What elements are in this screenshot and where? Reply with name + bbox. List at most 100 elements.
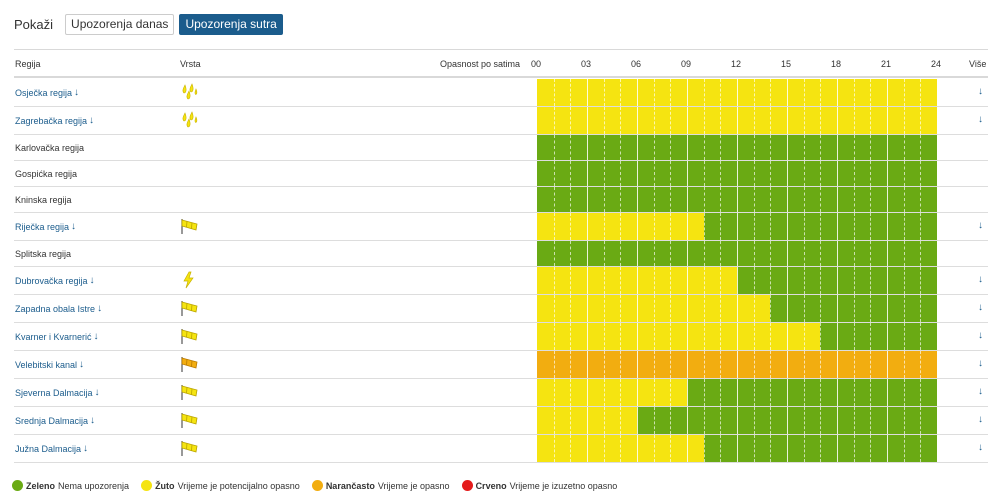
table-row: Kvarner i Kvarnerić ↓ ↓	[14, 323, 988, 351]
more-arrow-button[interactable]: ↓	[978, 274, 983, 285]
hazard-timeline	[537, 323, 937, 350]
region-name: Karlovačka regija	[15, 135, 84, 160]
hazard-segment-green	[537, 135, 937, 160]
hazard-timeline	[537, 407, 937, 434]
table-row: Riječka regija ↓ ↓	[14, 213, 988, 241]
region-label: Gospićka regija	[15, 168, 78, 179]
header-more: Više	[969, 59, 987, 69]
more-arrow-button[interactable]: ↓	[978, 330, 983, 341]
region-label: Zagrebačka regija	[15, 115, 88, 126]
arrow-down-icon: ↓	[74, 87, 80, 98]
region-label: Kvarner i Kvarnerić	[15, 331, 92, 342]
more-arrow-button[interactable]: ↓	[978, 86, 983, 97]
more-arrow-button[interactable]: ↓	[978, 114, 983, 125]
arrow-down-icon: ↓	[97, 303, 103, 314]
region-link[interactable]: Riječka regija ↓	[15, 213, 76, 240]
wind-icon	[180, 299, 200, 317]
region-link[interactable]: Osječka regija ↓	[15, 79, 79, 106]
region-link[interactable]: Zagrebačka regija ↓	[15, 107, 94, 134]
region-link[interactable]: Dubrovačka regija ↓	[15, 267, 95, 294]
legend-item-green: Zeleno Nema upozorenja	[12, 480, 129, 491]
legend-desc: Vrijeme je potencijalno opasno	[177, 480, 300, 491]
hour-tick: 21	[881, 59, 892, 69]
hazard-timeline	[537, 135, 937, 160]
hour-tick: 18	[831, 59, 842, 69]
hour-tick: 12	[731, 59, 742, 69]
hazard-segment-yellow	[537, 379, 687, 406]
legend: Zeleno Nema upozorenja Žuto Vrijeme je pote…	[12, 480, 629, 491]
region-label: Sjeverna Dalmacija	[15, 387, 93, 398]
region-link[interactable]: Južna Dalmacija ↓	[15, 435, 88, 462]
region-label: Karlovačka regija	[15, 142, 85, 153]
arrow-down-icon: ↓	[93, 331, 99, 342]
hazard-timeline	[537, 379, 937, 406]
hazard-timeline	[537, 107, 937, 134]
legend-level: Žuto	[155, 480, 175, 491]
more-arrow-button[interactable]: ↓	[978, 414, 983, 425]
legend-item-orange: Narančasto Vrijeme je opasno	[311, 480, 450, 491]
table-row: Zapadna obala Istre ↓ ↓	[14, 295, 988, 323]
hazard-segment-yellow	[537, 323, 821, 350]
table-row: Karlovačka regija	[14, 135, 988, 161]
hazard-segment-green	[703, 435, 937, 462]
hazard-segment-green	[537, 241, 937, 266]
show-label: Pokaži	[14, 16, 54, 32]
hour-tick: 00	[531, 59, 542, 69]
region-link[interactable]: Zapadna obala Istre ↓	[15, 295, 102, 322]
more-arrow-button[interactable]: ↓	[978, 302, 983, 313]
hazard-timeline	[537, 267, 937, 294]
more-arrow-button[interactable]: ↓	[978, 386, 983, 397]
region-link[interactable]: Srednja Dalmacija ↓	[15, 407, 95, 434]
tab-warnings-tomorrow[interactable]: Upozorenja sutra	[179, 13, 283, 35]
region-label: Zapadna obala Istre	[15, 303, 96, 314]
region-label: Srednja Dalmacija	[15, 415, 89, 426]
hazard-timeline	[537, 241, 937, 266]
table-row: Zagrebačka regija ↓ ↓	[14, 107, 988, 135]
region-link[interactable]: Kvarner i Kvarnerić ↓	[15, 323, 99, 350]
hour-tick: 03	[581, 59, 592, 69]
legend-dot-orange	[311, 480, 323, 491]
legend-level: Zeleno	[26, 480, 56, 491]
table-row: Kninska regija	[14, 187, 988, 213]
hazard-timeline	[537, 79, 937, 106]
hazard-timeline	[537, 435, 937, 462]
legend-dot-red	[461, 480, 473, 491]
wind-icon	[180, 327, 200, 345]
table-row: Velebitski kanal ↓ ↓	[14, 351, 988, 379]
hazard-segment-orange	[537, 351, 937, 378]
header-region: Regija	[15, 59, 41, 69]
toolbar: Pokaži Upozorenja danas Upozorenja sutra	[14, 13, 288, 35]
wind-icon	[180, 411, 200, 429]
region-link[interactable]: Sjeverna Dalmacija ↓	[15, 379, 100, 406]
hazard-segment-green	[770, 295, 937, 322]
more-arrow-button[interactable]: ↓	[978, 358, 983, 369]
arrow-down-icon: ↓	[89, 115, 95, 126]
arrow-down-icon: ↓	[83, 443, 89, 454]
legend-item-yellow: Žuto Vrijeme je potencijalno opasno	[141, 480, 300, 491]
table-row: Sjeverna Dalmacija ↓ ↓	[14, 379, 988, 407]
legend-dot-yellow	[141, 480, 153, 491]
legend-item-red: Crveno Vrijeme je izuzetno opasno	[461, 480, 617, 491]
hazard-segment-yellow	[537, 79, 937, 106]
region-label: Kninska regija	[15, 194, 72, 205]
hazard-segment-yellow	[537, 407, 637, 434]
wind-icon	[180, 355, 200, 373]
table-header: Regija Vrsta Opasnost po satima 00 03 06 09…	[14, 49, 988, 78]
legend-level: Crveno	[475, 480, 507, 491]
hazard-segment-green	[820, 323, 937, 350]
more-arrow-button[interactable]: ↓	[978, 220, 983, 231]
hazard-segment-green	[537, 187, 937, 212]
hour-tick: 24	[931, 59, 942, 69]
tab-warnings-today[interactable]: Upozorenja danas	[65, 13, 175, 35]
table-row: Dubrovačka regija ↓ ↓	[14, 267, 988, 295]
wind-icon	[180, 217, 200, 235]
region-link[interactable]: Velebitski kanal ↓	[15, 351, 84, 378]
region-label: Dubrovačka regija	[15, 275, 88, 286]
arrow-down-icon: ↓	[79, 359, 85, 370]
rain-icon	[180, 111, 200, 129]
more-arrow-button[interactable]: ↓	[978, 442, 983, 453]
region-label: Riječka regija	[15, 221, 70, 232]
table-row: Splitska regija	[14, 241, 988, 267]
hazard-timeline	[537, 351, 937, 378]
hazard-segment-yellow	[537, 107, 937, 134]
